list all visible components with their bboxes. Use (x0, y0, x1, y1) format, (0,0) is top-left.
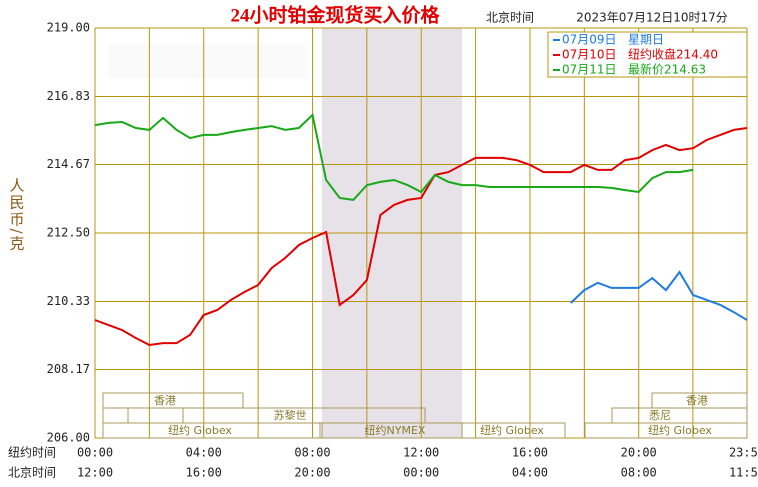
y-tick-label: 206.00 (47, 431, 90, 445)
legend-label: 07月11日 (562, 63, 617, 77)
x-tick-label: 20:00 (621, 446, 657, 460)
session-box (102, 422, 321, 439)
y-tick-label: 216.83 (47, 89, 90, 103)
series-line (570, 270, 748, 321)
series-line (94, 113, 694, 201)
subtitle: 2023年07月12日10时17分 (576, 11, 728, 25)
blank-panel (108, 44, 308, 78)
session-label: 纽约 Globex (648, 423, 712, 437)
x2-tick-label: 12:00 (77, 466, 113, 480)
legend-note: 纽约收盘214.40 (628, 47, 718, 62)
legend-note: 最新价214.63 (628, 62, 706, 77)
session-label: 纽约 Globex (480, 423, 544, 437)
session-label: 悉尼 (649, 409, 671, 422)
x-tick-label: 12:00 (403, 446, 439, 460)
y-tick-label: 208.17 (47, 362, 90, 376)
session-box (584, 422, 748, 439)
y-tick-label: 214.67 (47, 157, 90, 171)
series-line (94, 127, 748, 347)
x2-tick-label: 08:00 (621, 466, 657, 480)
session-label: 纽约NYMEX (365, 423, 426, 437)
legend-box (547, 31, 748, 78)
x2-tick-label: 16:00 (186, 466, 222, 480)
session-label: 香港 (686, 394, 708, 407)
session-box (461, 422, 566, 439)
x-tick-label: 16:00 (512, 446, 548, 460)
x-tick-label: 04:00 (186, 446, 222, 460)
x2-tick-label: 04:00 (512, 466, 548, 480)
x-tick-label: 23:59 (729, 446, 758, 460)
x-tick-label: 00:00 (77, 446, 113, 460)
x-tick-label: 08:00 (294, 446, 330, 460)
session-label: 香港 (154, 394, 176, 407)
session-label: 纽约 Globex (168, 423, 232, 437)
subtitle-label: 北京时间 (486, 11, 534, 25)
legend-label: 07月09日 (562, 33, 617, 47)
legend-note: 星期日 (628, 33, 664, 47)
session-label: 苏黎世 (274, 408, 307, 422)
y-tick-label: 212.50 (47, 226, 90, 240)
x-row-label: 纽约时间 (8, 445, 56, 460)
chart-title: 24小时铂金现货买入价格 (230, 3, 440, 26)
x2-tick-label: 00:00 (403, 466, 439, 480)
legend-label: 07月10日 (562, 48, 617, 62)
x-row-label: 北京时间 (8, 466, 56, 480)
x2-tick-label: 20:00 (294, 466, 330, 480)
y-tick-label: 219.00 (47, 21, 90, 35)
session-box (102, 392, 244, 409)
y-axis-label: 人民币/克 (8, 177, 26, 252)
y-tick-label: 210.33 (47, 294, 90, 308)
x2-tick-label: 11:59 (729, 466, 758, 480)
